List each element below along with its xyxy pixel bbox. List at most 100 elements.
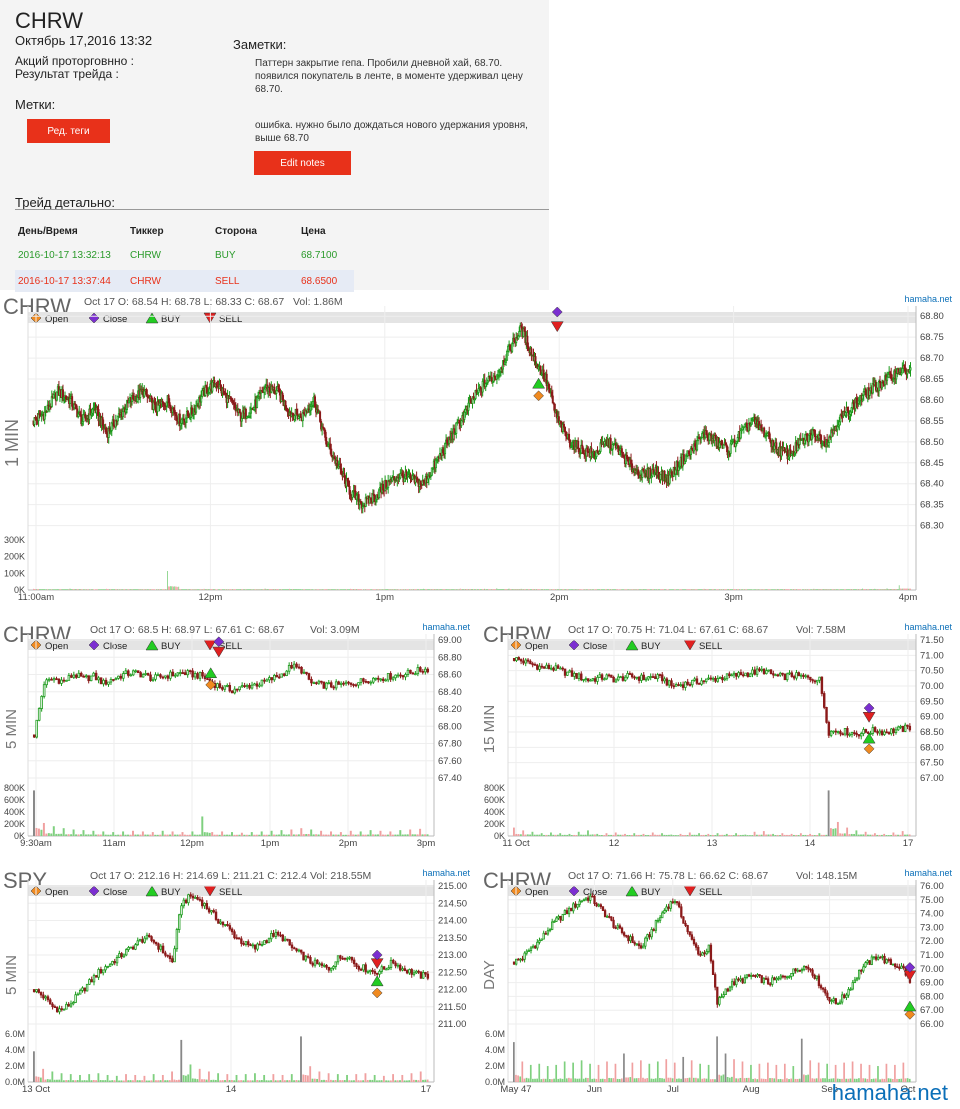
x-tick-label: 9:30am <box>20 838 52 849</box>
candle <box>60 1008 63 1011</box>
volume-bar <box>717 589 719 590</box>
volume-bar <box>58 589 60 590</box>
candle <box>138 939 142 942</box>
candle <box>323 964 326 967</box>
candle <box>458 419 461 424</box>
volume-bar <box>248 589 250 590</box>
candle <box>873 727 877 732</box>
candle <box>739 430 742 439</box>
volume-bar <box>868 589 870 590</box>
volume-bar <box>525 589 527 590</box>
x-tick-label: 11 Oct <box>502 838 530 849</box>
volume-bar <box>70 589 72 590</box>
volume-bar <box>731 589 732 590</box>
candle <box>189 894 192 897</box>
volume-bar <box>333 589 335 590</box>
candle <box>250 684 254 689</box>
candle <box>595 903 598 907</box>
volume-bar <box>840 589 842 590</box>
volume-bar <box>460 589 462 590</box>
edit-notes-button[interactable]: Edit notes <box>254 151 351 175</box>
volume-bar <box>515 1074 517 1082</box>
volume-bar <box>601 589 602 590</box>
volume-bar <box>374 589 376 590</box>
volume-bar <box>293 1080 296 1082</box>
candle <box>891 963 895 966</box>
cell: CHRW <box>130 249 161 261</box>
volume-bar <box>888 589 890 590</box>
candle <box>74 994 77 1003</box>
candle <box>522 660 525 664</box>
candle <box>534 945 537 949</box>
volume-bar <box>894 589 896 590</box>
volume-bar <box>568 833 571 836</box>
volume-bar <box>214 589 216 590</box>
candle <box>635 943 638 946</box>
candle <box>684 455 687 462</box>
candle <box>270 932 273 940</box>
candle <box>573 673 576 677</box>
candle <box>749 423 752 426</box>
volume-bar <box>383 589 385 590</box>
candle <box>329 682 333 688</box>
candle <box>639 945 643 949</box>
volume-readout: Vol: 7.58M <box>796 624 846 636</box>
volume-bar <box>771 589 773 590</box>
volume-bar <box>77 589 79 590</box>
candle <box>237 937 241 940</box>
candle <box>892 728 895 734</box>
volume-bar <box>314 589 316 590</box>
volume-bar <box>823 834 825 836</box>
candle <box>668 474 671 484</box>
volume-bar <box>321 589 323 590</box>
volume-bar <box>682 1056 685 1082</box>
volume-bar <box>426 589 428 590</box>
volume-bar <box>112 832 115 836</box>
volume-bar <box>744 589 746 590</box>
volume-bar <box>889 1078 892 1082</box>
volume-bar <box>908 834 911 836</box>
volume-bar <box>738 589 740 590</box>
candle <box>196 897 199 900</box>
edit-tags-button[interactable]: Ред. теги <box>27 119 110 143</box>
volume-bar <box>50 589 52 590</box>
candle <box>102 424 105 429</box>
volume-bar <box>469 589 471 590</box>
x-tick-label: 12 <box>609 838 620 849</box>
volume-bar <box>174 586 176 590</box>
volume-bar <box>600 589 601 590</box>
candle <box>391 677 395 680</box>
candle <box>830 1000 833 1003</box>
volume-bar <box>536 589 537 590</box>
volume-bar <box>132 1080 134 1082</box>
volume-bar <box>769 834 772 836</box>
volume-bar <box>97 1073 100 1082</box>
candle <box>226 924 229 926</box>
candle <box>37 989 40 993</box>
volume-bar <box>529 834 532 836</box>
candle <box>55 678 58 681</box>
volume-bar <box>755 834 758 836</box>
y-tick-label: 214.00 <box>438 916 467 927</box>
candle <box>531 663 534 666</box>
candle <box>689 447 692 455</box>
candle <box>904 367 907 374</box>
volume-bar <box>890 589 892 590</box>
volume-bar <box>688 1077 691 1082</box>
volume-bar <box>134 589 136 590</box>
candle <box>834 998 837 1004</box>
volume-bar <box>347 834 350 836</box>
candle <box>760 668 763 671</box>
candle <box>570 907 573 912</box>
volume-bar <box>612 589 614 590</box>
candle <box>161 945 165 954</box>
candle <box>94 672 98 681</box>
candle <box>559 667 562 670</box>
volume-bar <box>349 830 352 836</box>
volume-bar <box>247 589 249 590</box>
volume-bar <box>289 588 290 590</box>
candle <box>574 903 577 908</box>
candle <box>820 676 824 694</box>
volume-bar <box>662 589 663 590</box>
volume-bar <box>112 589 114 590</box>
